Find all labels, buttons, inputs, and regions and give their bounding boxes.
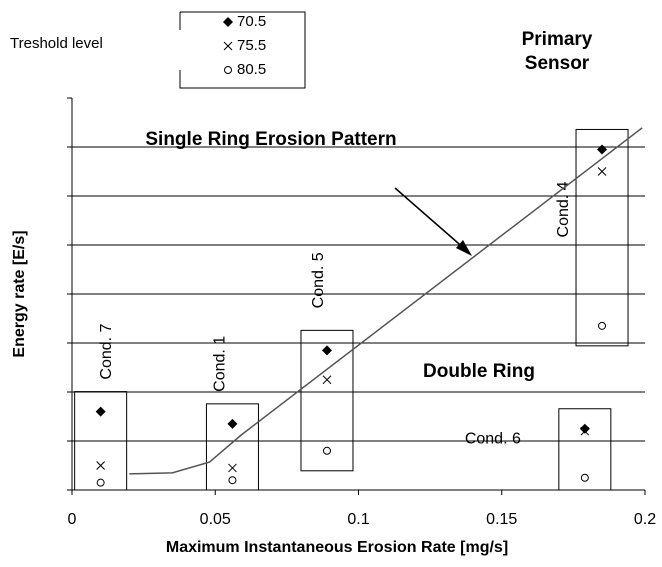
annotation: Sensor	[525, 53, 590, 74]
marker	[597, 167, 607, 176]
x-tick-label: 0.1	[347, 511, 369, 528]
condition-box	[300, 329, 354, 472]
marker	[579, 423, 590, 434]
point-label: Cond. 1	[212, 336, 229, 392]
annotation: Single Ring Erosion Pattern	[145, 129, 396, 150]
point-label: Cond. 4	[555, 181, 572, 237]
marker	[95, 406, 106, 417]
y-axis-label: Energy rate [E/s]	[11, 230, 28, 357]
marker	[598, 321, 607, 330]
marker	[322, 446, 331, 455]
condition-box	[575, 128, 629, 347]
x-tick-label: 0	[68, 511, 77, 528]
legend-title: Treshold level	[10, 35, 103, 52]
arrow	[394, 187, 467, 251]
legend-label: 80.5	[237, 61, 266, 78]
marker	[597, 144, 608, 155]
marker	[321, 345, 332, 356]
marker	[223, 17, 233, 27]
point-label: Cond. 5	[310, 252, 327, 308]
marker	[96, 461, 106, 470]
marker	[96, 478, 105, 487]
annotation: Primary	[522, 29, 593, 50]
marker	[223, 41, 233, 51]
point-label: Cond. 7	[98, 323, 115, 379]
marker	[228, 463, 237, 473]
marker	[580, 473, 589, 482]
x-axis-label: Maximum Instantaneous Erosion Rate [mg/s…	[166, 539, 508, 556]
x-tick-label: 0.2	[634, 511, 656, 528]
x-tick-label: 0.15	[486, 511, 517, 528]
legend-label: 75.5	[237, 37, 266, 54]
marker	[224, 66, 232, 74]
marker	[227, 418, 238, 429]
annotation: Double Ring	[423, 361, 535, 382]
point-label: Cond. 6	[465, 431, 521, 448]
marker	[228, 476, 237, 485]
marker	[580, 426, 590, 436]
x-tick-label: 0.05	[200, 511, 231, 528]
trend-line	[129, 127, 643, 475]
legend-box	[179, 11, 306, 89]
legend-label: 70.5	[237, 13, 266, 30]
arrow-head	[456, 240, 472, 256]
marker	[322, 375, 332, 385]
